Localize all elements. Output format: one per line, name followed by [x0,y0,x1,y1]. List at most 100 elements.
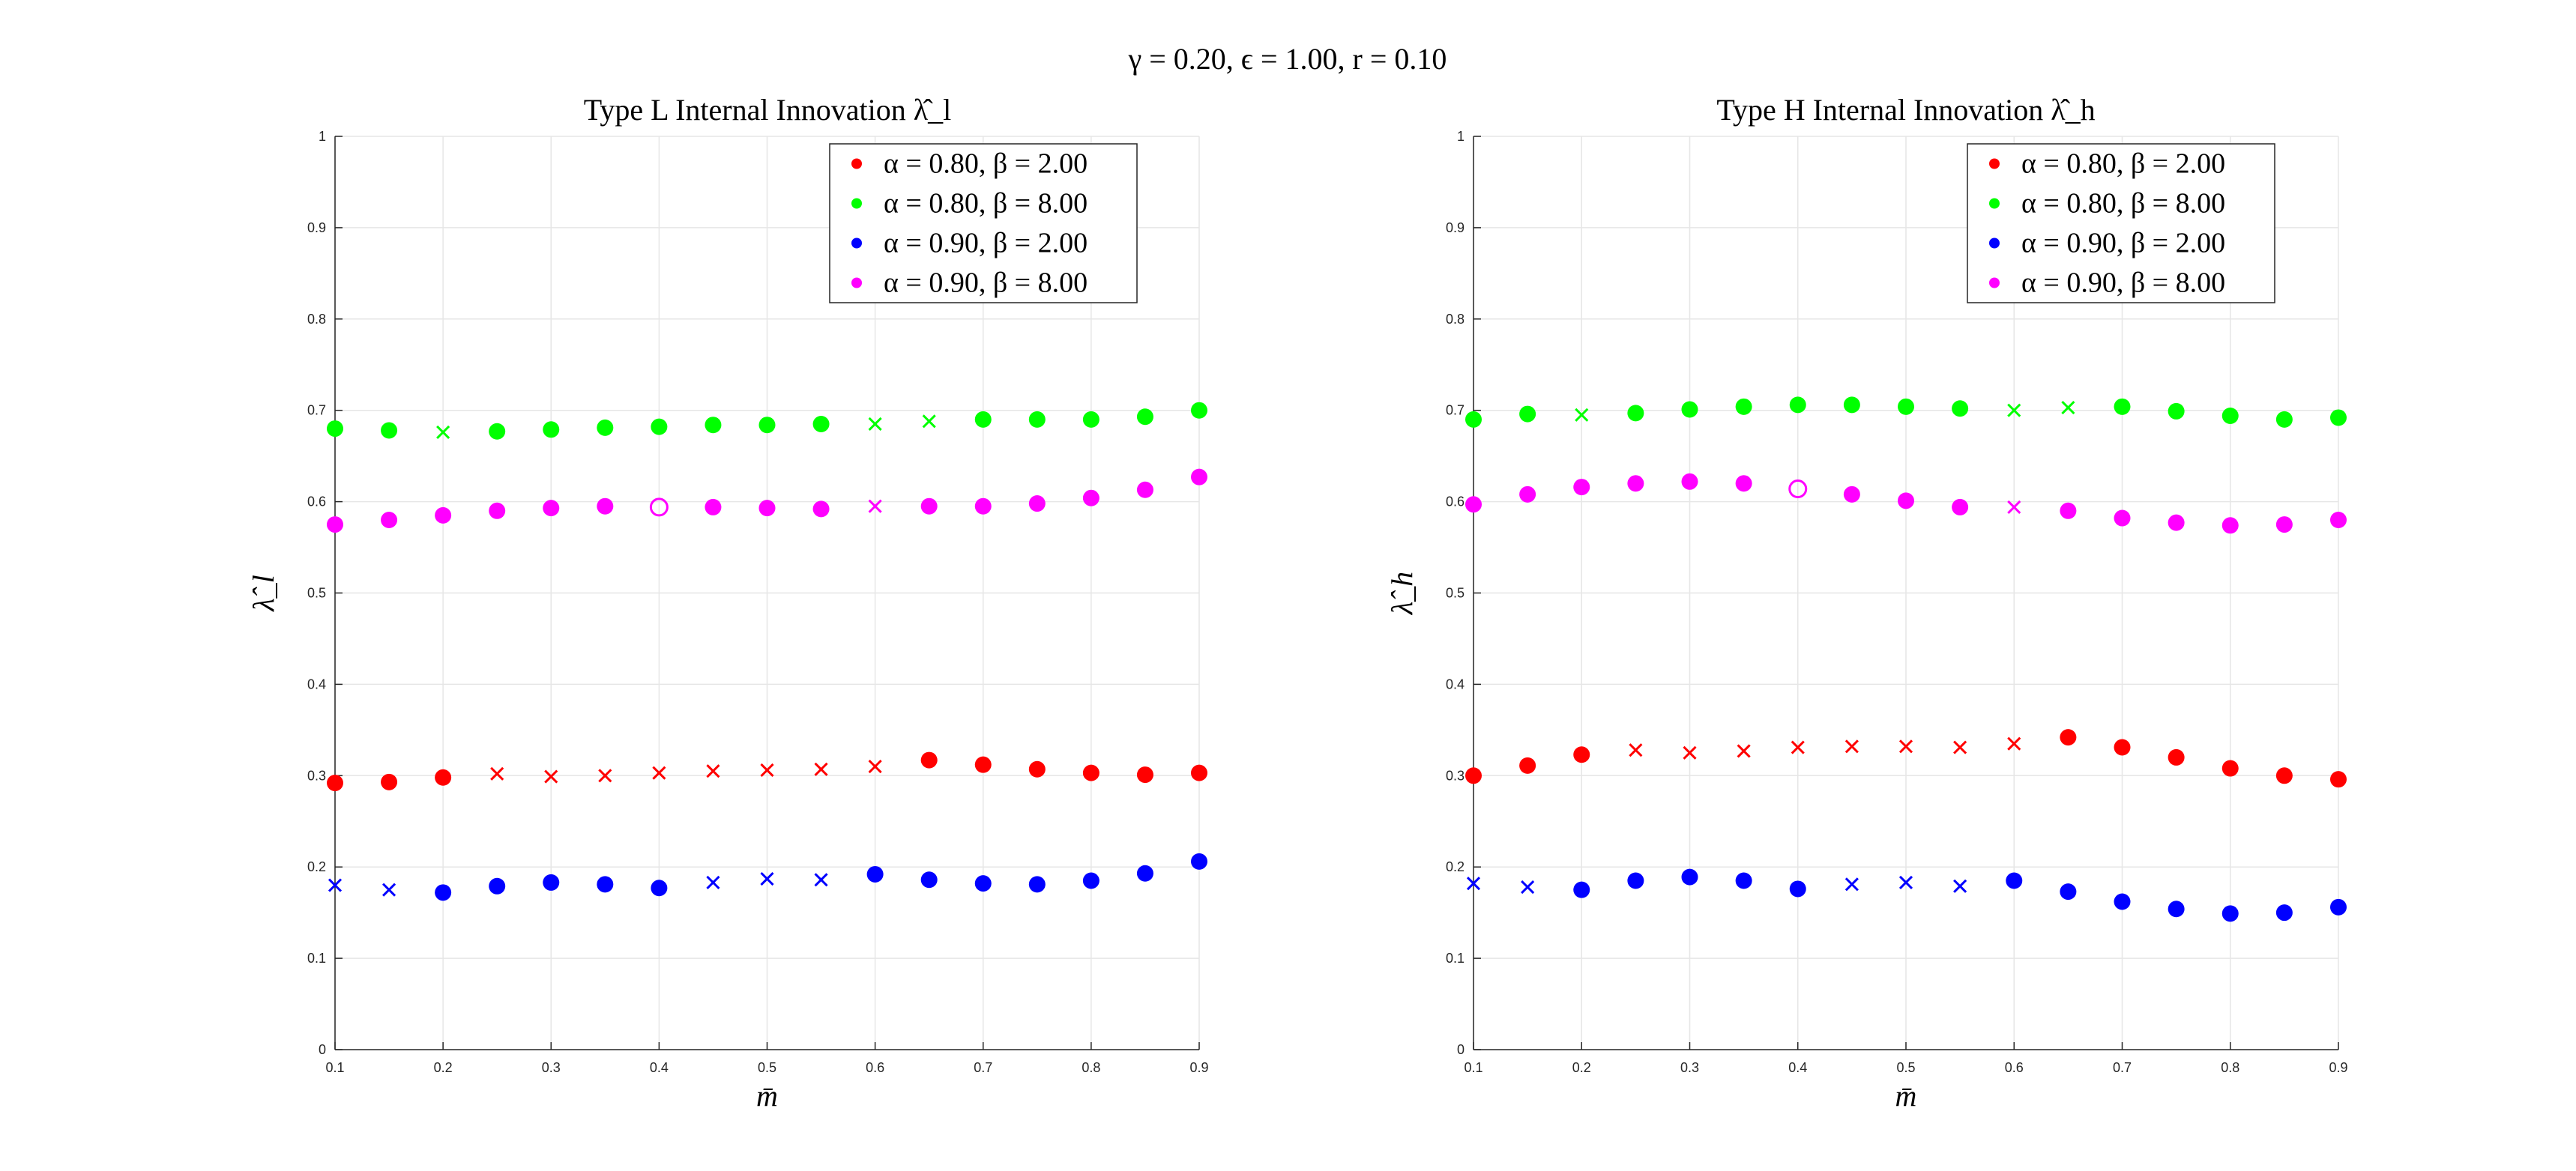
data-point [758,500,776,517]
data-point [1573,479,1590,496]
data-point [543,874,560,891]
data-point [651,418,668,435]
data-point [705,417,722,434]
data-point [2114,509,2131,527]
legend-marker [851,158,862,169]
data-point [1136,766,1153,784]
data-point [812,500,830,518]
x-tick-label: 0.8 [1082,1060,1100,1075]
data-point [597,419,614,436]
data-point [1573,746,1590,763]
data-point [436,425,450,440]
data-point [1519,485,1536,503]
data-point [1681,401,1698,418]
data-point [1465,767,1482,784]
data-point [1681,473,1698,490]
data-point [1843,485,1860,503]
y-tick-label: 0.3 [1446,768,1465,783]
data-point [2114,739,2131,756]
data-point [1082,764,1100,781]
x-tick-label: 0.3 [542,1060,561,1075]
legend-label: α = 0.80, β = 2.00 [2021,148,2225,180]
data-point [1028,411,1046,428]
data-point [920,497,938,515]
series-2 [327,402,1207,440]
figure-suptitle: γ = 0.20, ϵ = 1.00, r = 0.10 [1128,42,1447,76]
data-point [649,497,669,517]
series-1 [1465,729,2347,788]
data-point [706,875,720,889]
data-point [2275,904,2293,922]
data-point [489,502,506,519]
legend-label: α = 0.80, β = 8.00 [2021,188,2225,220]
data-point [760,763,774,778]
y-tick-label: 0.6 [1446,494,1465,509]
data-point [1789,880,1806,898]
data-point [1844,877,1859,892]
data-point [543,421,560,438]
x-tick-label: 0.7 [974,1060,992,1075]
x-tick-label: 0.9 [2329,1060,2347,1075]
y-tick-label: 0.7 [307,403,326,418]
data-point [2060,883,2077,901]
data-point [2221,517,2239,534]
data-point [435,506,452,524]
chart-title: Type L Internal Innovation λ̂_l [584,93,952,127]
y-tick-label: 0 [319,1042,326,1057]
data-point [922,414,936,429]
data-point [652,766,666,780]
data-point [543,500,560,517]
data-point [328,878,343,892]
data-point [2168,901,2185,918]
data-point [2221,408,2239,425]
data-point [1191,402,1207,419]
x-tick-label: 0.3 [1680,1060,1699,1075]
y-tick-label: 0.5 [307,586,326,601]
data-point [2114,893,2131,910]
x-tick-label: 0.4 [650,1060,669,1075]
y-tick-label: 0.2 [1446,859,1465,874]
data-point [2221,905,2239,922]
data-point [2006,872,2023,889]
x-tick-label: 0.1 [325,1060,344,1075]
x-axis-label: m̄ [756,1079,778,1113]
y-tick-label: 1 [319,129,326,144]
data-point [868,499,882,513]
data-point [1519,405,1536,423]
chart-panel-2: 0.1 0.2 0.3 0.4 0.5 0.6 0.7 0.8 0.9 0 0.1 0.2 0.3 0.4… [1385,93,2348,1113]
data-point [651,880,668,897]
tick-marks: 0.1 0.2 0.3 0.4 0.5 0.6 0.7 0.8 0.9 0 0.1 0.2 0.3 0.4… [307,129,1209,1075]
x-tick-label: 0.6 [866,1060,884,1075]
x-tick-label: 0.1 [1464,1060,1482,1075]
data-point [2330,771,2347,788]
legend-label: α = 0.90, β = 8.00 [2021,267,2225,299]
data-point [974,497,992,515]
y-tick-label: 0.9 [307,220,326,235]
data-point [2007,736,2021,751]
legend-marker [1989,158,2000,169]
data-point [1136,865,1153,882]
data-point [758,417,776,434]
data-point [1681,868,1698,886]
x-tick-label: 0.2 [434,1060,453,1075]
y-tick-label: 0.6 [307,494,326,509]
data-point [1843,396,1860,414]
data-point [435,769,452,786]
data-point [1735,398,1752,415]
data-point [2060,729,2077,746]
data-point [1789,396,1806,414]
data-point [489,877,506,895]
data-point [2275,411,2293,428]
data-point [382,883,396,897]
series-3 [328,853,1207,901]
data-point [489,423,506,440]
data-point [2007,500,2021,514]
y-tick-label: 1 [1457,129,1465,144]
data-point [597,497,614,515]
data-point [814,873,828,887]
data-point [1082,489,1100,506]
data-point [1519,757,1536,774]
legend-marker [851,198,862,209]
data-point [974,875,992,892]
legend-box [829,143,1138,303]
